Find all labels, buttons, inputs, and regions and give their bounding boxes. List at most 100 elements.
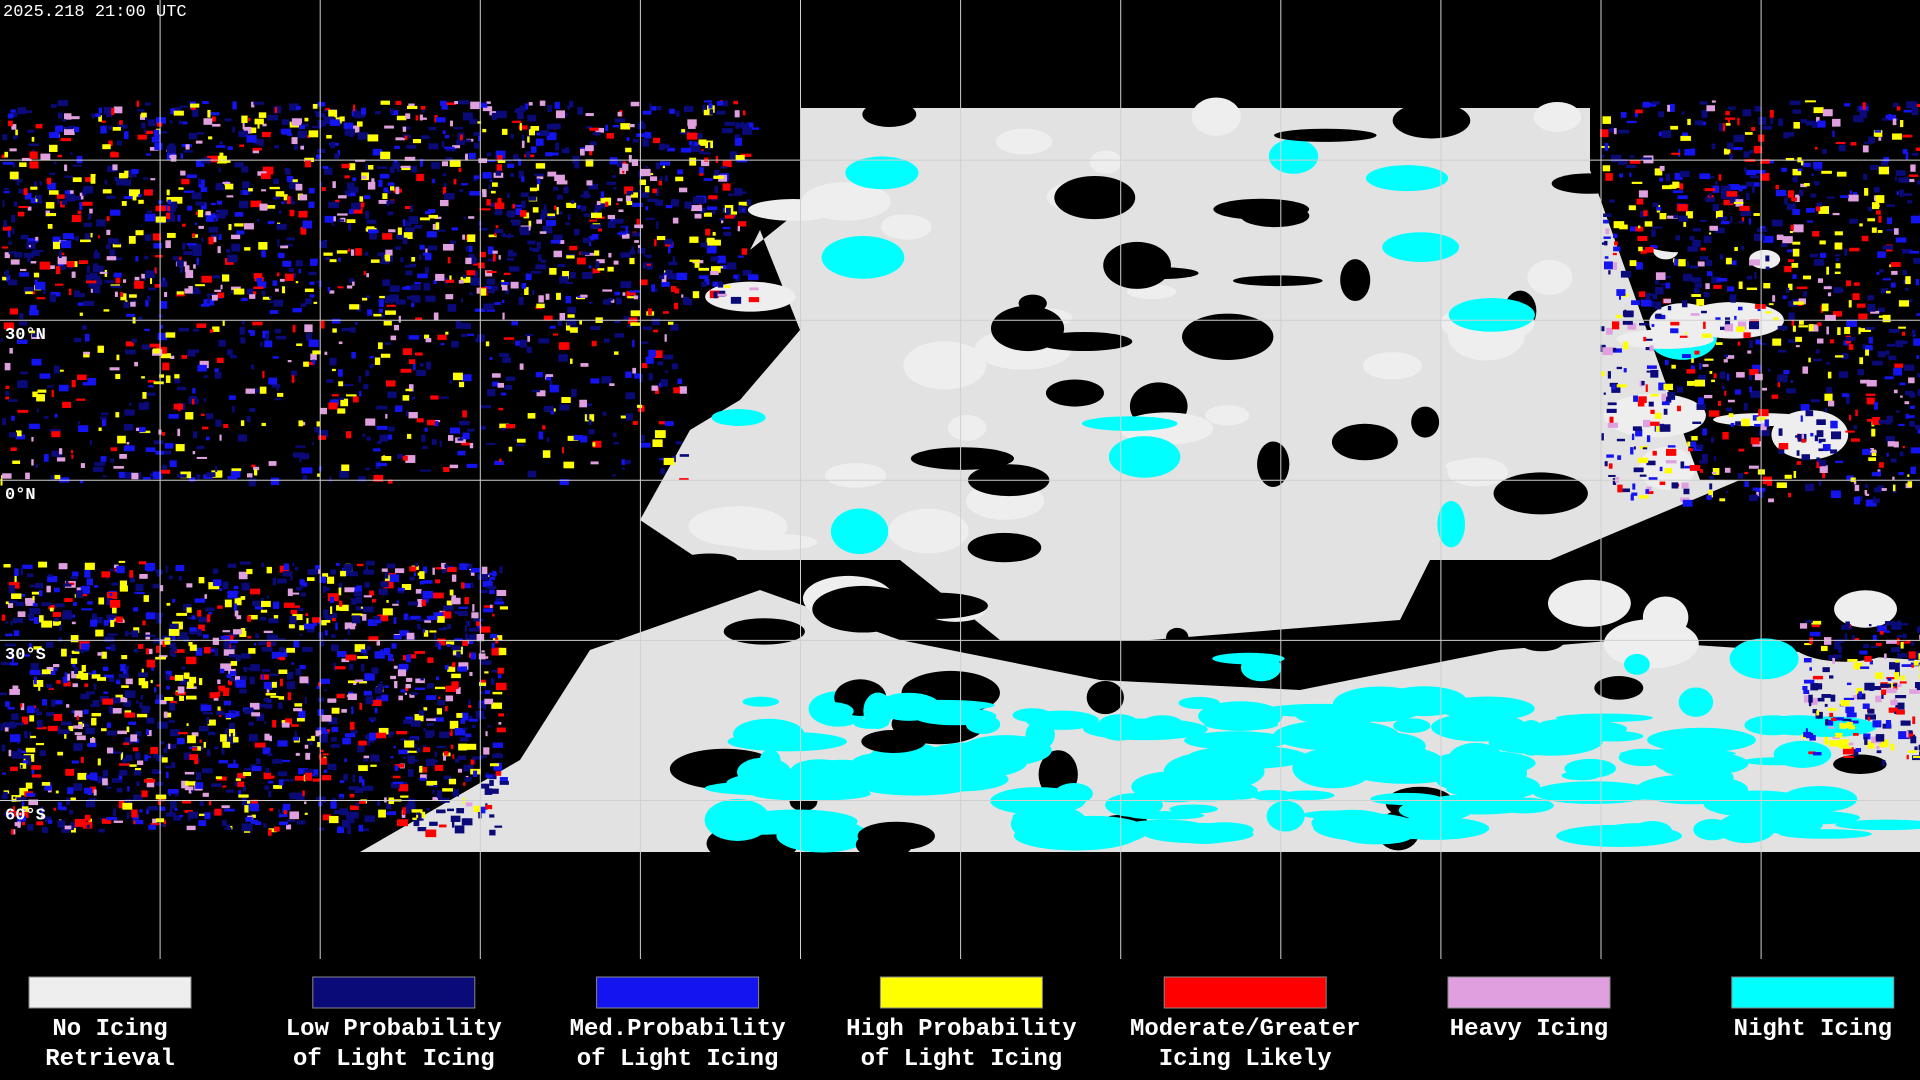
icing-speck: [1726, 191, 1738, 197]
icing-speck: [1602, 165, 1611, 172]
icing-speck: [66, 261, 75, 268]
icing-speck: [416, 812, 421, 815]
icing-speck: [254, 388, 260, 393]
icing-speck: [717, 281, 724, 288]
icing-speck: [123, 279, 127, 283]
icing-speck: [1723, 148, 1731, 155]
icing-speck: [1824, 407, 1828, 413]
icing-speck: [645, 217, 656, 220]
icing-speck: [149, 343, 161, 348]
icing-speck: [451, 820, 455, 828]
icing-speck: [341, 464, 350, 472]
icing-speck: [240, 627, 246, 633]
icing-speck: [281, 286, 286, 294]
icing-speck: [316, 569, 321, 574]
icing-speck: [629, 123, 635, 128]
icing-speck: [501, 299, 505, 304]
icing-speck: [1791, 197, 1797, 202]
icing-speck: [12, 617, 24, 624]
icing-speck: [237, 773, 246, 779]
icing-speck: [1638, 495, 1649, 499]
icing-speck: [174, 794, 179, 797]
icing-speck: [1819, 240, 1826, 245]
icing-speck: [4, 725, 9, 732]
icing-speck: [465, 153, 468, 161]
icing-speck: [359, 828, 370, 832]
icing-speck: [235, 654, 241, 662]
icing-speck: [1685, 211, 1693, 219]
icing-speck: [329, 290, 335, 294]
icing-speck: [519, 226, 529, 233]
icing-speck: [519, 123, 522, 131]
icing-speck: [1650, 369, 1659, 378]
icing-speck: [1802, 291, 1808, 297]
icing-speck: [1737, 341, 1741, 346]
night-cloud: [1488, 731, 1596, 755]
icing-speck: [1787, 492, 1792, 498]
icing-speck: [246, 473, 253, 478]
icing-speck: [588, 419, 592, 426]
icing-speck: [328, 201, 340, 209]
icing-speck: [449, 720, 459, 729]
icing-speck: [172, 653, 176, 657]
icing-speck: [427, 657, 434, 663]
night-cloud: [1555, 713, 1653, 723]
icing-speck: [394, 765, 399, 771]
icing-speck: [29, 151, 38, 159]
icing-speck: [53, 714, 63, 721]
icing-speck: [165, 565, 168, 573]
icing-speck: [174, 649, 185, 653]
icing-speck: [1789, 230, 1793, 234]
icing-speck: [1765, 255, 1770, 262]
icing-speck: [462, 410, 467, 418]
icing-speck: [181, 800, 192, 804]
icing-speck: [1917, 389, 1920, 396]
icing-speck: [1798, 320, 1804, 325]
icing-speck: [441, 161, 449, 167]
icing-speck: [691, 141, 695, 149]
icing-speck: [1649, 103, 1657, 107]
icing-speck: [90, 232, 93, 238]
icing-speck: [346, 816, 355, 824]
icing-speck: [123, 700, 132, 707]
icing-speck: [452, 145, 461, 149]
icing-speck: [1809, 667, 1812, 671]
icing-speck: [484, 690, 491, 695]
icing-speck: [374, 619, 382, 624]
icing-speck: [347, 693, 357, 700]
icing-speck: [207, 155, 218, 163]
icing-speck: [150, 746, 158, 754]
cloud: [1103, 241, 1171, 289]
icing-speck: [1859, 357, 1864, 365]
icing-speck: [411, 303, 415, 308]
icing-speck: [281, 128, 292, 135]
icing-speck: [32, 330, 41, 338]
icing-speck: [58, 637, 62, 642]
icing-speck: [299, 458, 302, 463]
icing-speck: [411, 165, 417, 173]
icing-speck: [277, 771, 288, 777]
icing-speck: [320, 749, 324, 753]
icing-speck: [1602, 347, 1613, 356]
icing-speck: [231, 234, 241, 240]
icing-speck: [1902, 134, 1912, 138]
icing-speck: [184, 771, 195, 775]
icing-speck: [1694, 350, 1700, 355]
icing-speck: [145, 392, 156, 396]
icing-speck: [674, 288, 680, 294]
icing-speck: [197, 178, 202, 185]
icing-speck: [28, 799, 39, 806]
icing-speck: [312, 350, 321, 355]
icing-speck: [453, 646, 463, 655]
icing-speck: [158, 655, 168, 658]
icing-speck: [505, 376, 516, 381]
icing-speck: [207, 109, 211, 118]
icing-speck: [1860, 328, 1872, 332]
icing-speck: [194, 598, 206, 603]
icing-speck: [1835, 732, 1843, 738]
icing-speck: [215, 213, 226, 219]
icing-speck: [1803, 679, 1815, 684]
icing-speck: [1907, 481, 1913, 487]
icing-speck: [1603, 261, 1613, 270]
icing-speck: [129, 294, 137, 298]
